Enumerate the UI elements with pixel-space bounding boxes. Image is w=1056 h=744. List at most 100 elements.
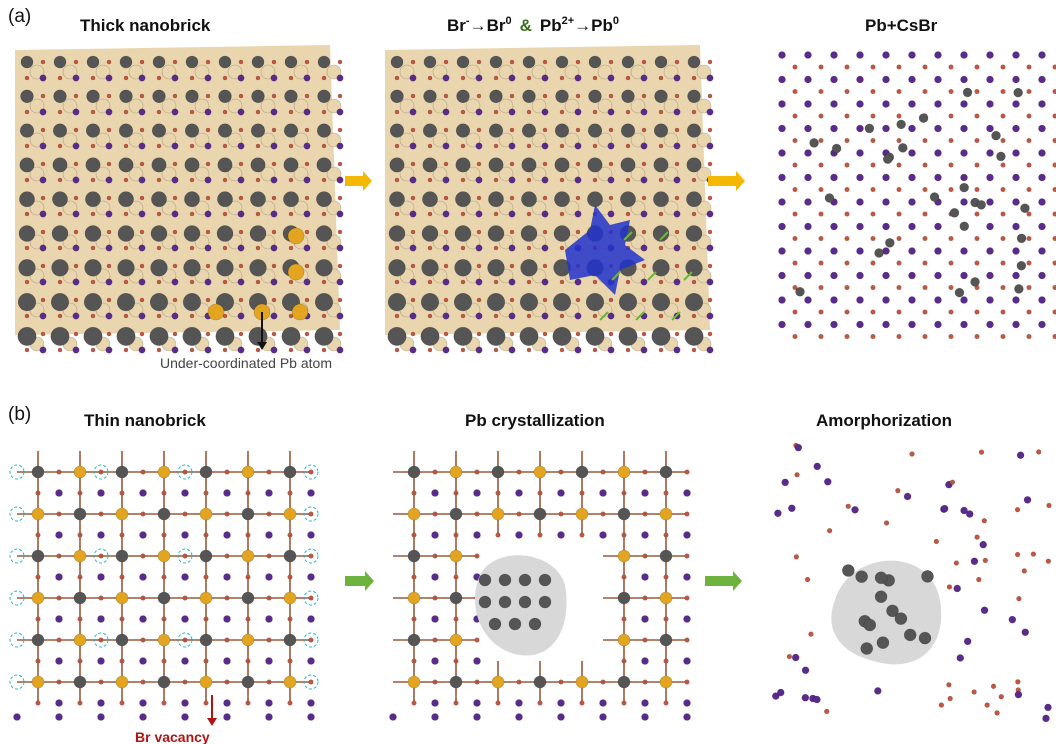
atom: [322, 110, 326, 114]
atom: [987, 76, 994, 83]
atom: [586, 327, 604, 345]
atom: [422, 192, 437, 207]
atom: [388, 293, 406, 311]
atom: [857, 174, 864, 181]
atom: [779, 125, 786, 132]
atom: [642, 60, 646, 64]
atom: [107, 128, 111, 132]
atom: [509, 618, 521, 630]
atom: [707, 313, 713, 319]
atom: [238, 211, 244, 217]
atom: [779, 199, 786, 206]
atom: [140, 658, 147, 665]
atom: [864, 619, 876, 631]
atom: [284, 676, 296, 688]
atom: [642, 532, 649, 539]
atom: [322, 144, 326, 148]
atom: [659, 178, 663, 182]
atom: [919, 632, 931, 644]
atom: [186, 56, 198, 68]
atom: [25, 348, 29, 352]
atom: [337, 177, 343, 183]
atom: [923, 89, 928, 94]
atom: [626, 144, 630, 148]
atom: [271, 177, 277, 183]
atom: [51, 293, 69, 311]
atom: [685, 293, 703, 311]
atom: [935, 150, 942, 157]
atom: [685, 512, 690, 517]
atom: [575, 347, 581, 353]
atom: [626, 178, 630, 182]
atom: [777, 689, 784, 696]
atom: [53, 124, 67, 138]
atom: [271, 211, 277, 217]
atom: [140, 128, 144, 132]
atom: [120, 90, 133, 103]
atom: [1039, 199, 1046, 206]
atom: [987, 248, 994, 255]
atom: [322, 314, 326, 318]
atom: [1024, 496, 1031, 503]
atom: [949, 65, 954, 70]
atom: [1022, 569, 1027, 574]
atom: [608, 313, 614, 319]
atom: [875, 572, 887, 584]
atom: [444, 332, 448, 336]
atom: [819, 114, 824, 119]
atom: [558, 490, 565, 497]
atom: [923, 236, 928, 241]
atom: [1039, 272, 1046, 279]
atom: [91, 314, 95, 318]
atom: [560, 348, 564, 352]
atom: [805, 248, 812, 255]
atom: [289, 144, 293, 148]
atom: [444, 264, 448, 268]
panel-title: Amorphorization: [816, 411, 952, 430]
atom: [74, 592, 86, 604]
atom: [641, 143, 647, 149]
atom: [845, 65, 850, 70]
atom: [474, 490, 481, 497]
atom: [655, 90, 668, 103]
atom: [224, 574, 231, 581]
panel-label: (b): [8, 404, 31, 425]
atom: [74, 676, 86, 688]
atom: [779, 150, 786, 157]
atom: [432, 490, 439, 497]
atom: [1014, 284, 1023, 293]
atom: [107, 264, 111, 268]
atom: [707, 245, 713, 251]
atom: [1013, 125, 1020, 132]
atom: [238, 143, 244, 149]
atom: [805, 272, 812, 279]
atom: [871, 65, 876, 70]
atom: [395, 280, 399, 284]
atom: [897, 310, 902, 315]
atom: [305, 128, 309, 132]
atom: [987, 52, 994, 59]
atom: [224, 714, 231, 721]
atom: [1039, 101, 1046, 108]
atom: [252, 90, 265, 103]
atom: [975, 334, 980, 339]
atom: [284, 592, 296, 604]
atom: [708, 196, 712, 200]
atom: [831, 174, 838, 181]
atom: [586, 293, 604, 311]
atom: [1039, 297, 1046, 304]
atom: [496, 701, 501, 706]
atom: [641, 177, 647, 183]
atom: [411, 60, 415, 64]
atom: [955, 288, 964, 297]
atom: [975, 187, 980, 192]
atom: [116, 508, 128, 520]
atom: [1039, 125, 1046, 132]
atom: [158, 592, 170, 604]
atom: [1001, 285, 1006, 290]
atom: [923, 187, 928, 192]
atom: [845, 236, 850, 241]
atom: [238, 177, 244, 183]
atom: [200, 634, 212, 646]
atom: [621, 124, 635, 138]
